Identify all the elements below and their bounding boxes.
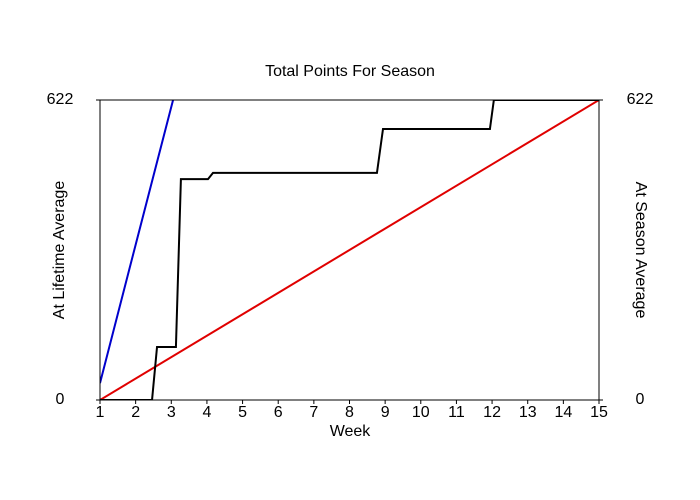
x-tick-label: 10 <box>412 404 430 421</box>
x-tick-label: 15 <box>590 404 608 421</box>
x-tick-label: 8 <box>345 404 354 421</box>
x-tick-label: 11 <box>448 404 465 421</box>
x-tick-label: 3 <box>167 404 176 421</box>
x-tick-label: 13 <box>519 404 537 421</box>
x-tick-label: 4 <box>202 404 211 421</box>
x-tick-label: 12 <box>483 404 501 421</box>
series-line <box>100 100 599 400</box>
y-tick-label: 0 <box>56 391 65 408</box>
x-axis-label: Week <box>330 423 372 440</box>
x-tick-label: 7 <box>309 404 318 421</box>
y2-tick-label: 622 <box>627 91 654 108</box>
plot-area <box>100 100 599 400</box>
y-axis-label: At Lifetime Average <box>51 181 68 320</box>
x-tick-label: 2 <box>131 404 140 421</box>
y-tick-label: 622 <box>47 91 74 108</box>
y2-tick-label: 0 <box>636 391 645 408</box>
x-tick-label: 5 <box>238 404 247 421</box>
series-line <box>100 100 599 400</box>
series-line <box>100 100 175 384</box>
x-tick-label: 9 <box>381 404 390 421</box>
chart-title: Total Points For Season <box>265 63 435 80</box>
x-tick-label: 1 <box>96 404 105 421</box>
y2-axis-label: At Season Average <box>632 182 649 319</box>
x-tick-label: 6 <box>274 404 283 421</box>
x-tick-label: 14 <box>554 404 572 421</box>
